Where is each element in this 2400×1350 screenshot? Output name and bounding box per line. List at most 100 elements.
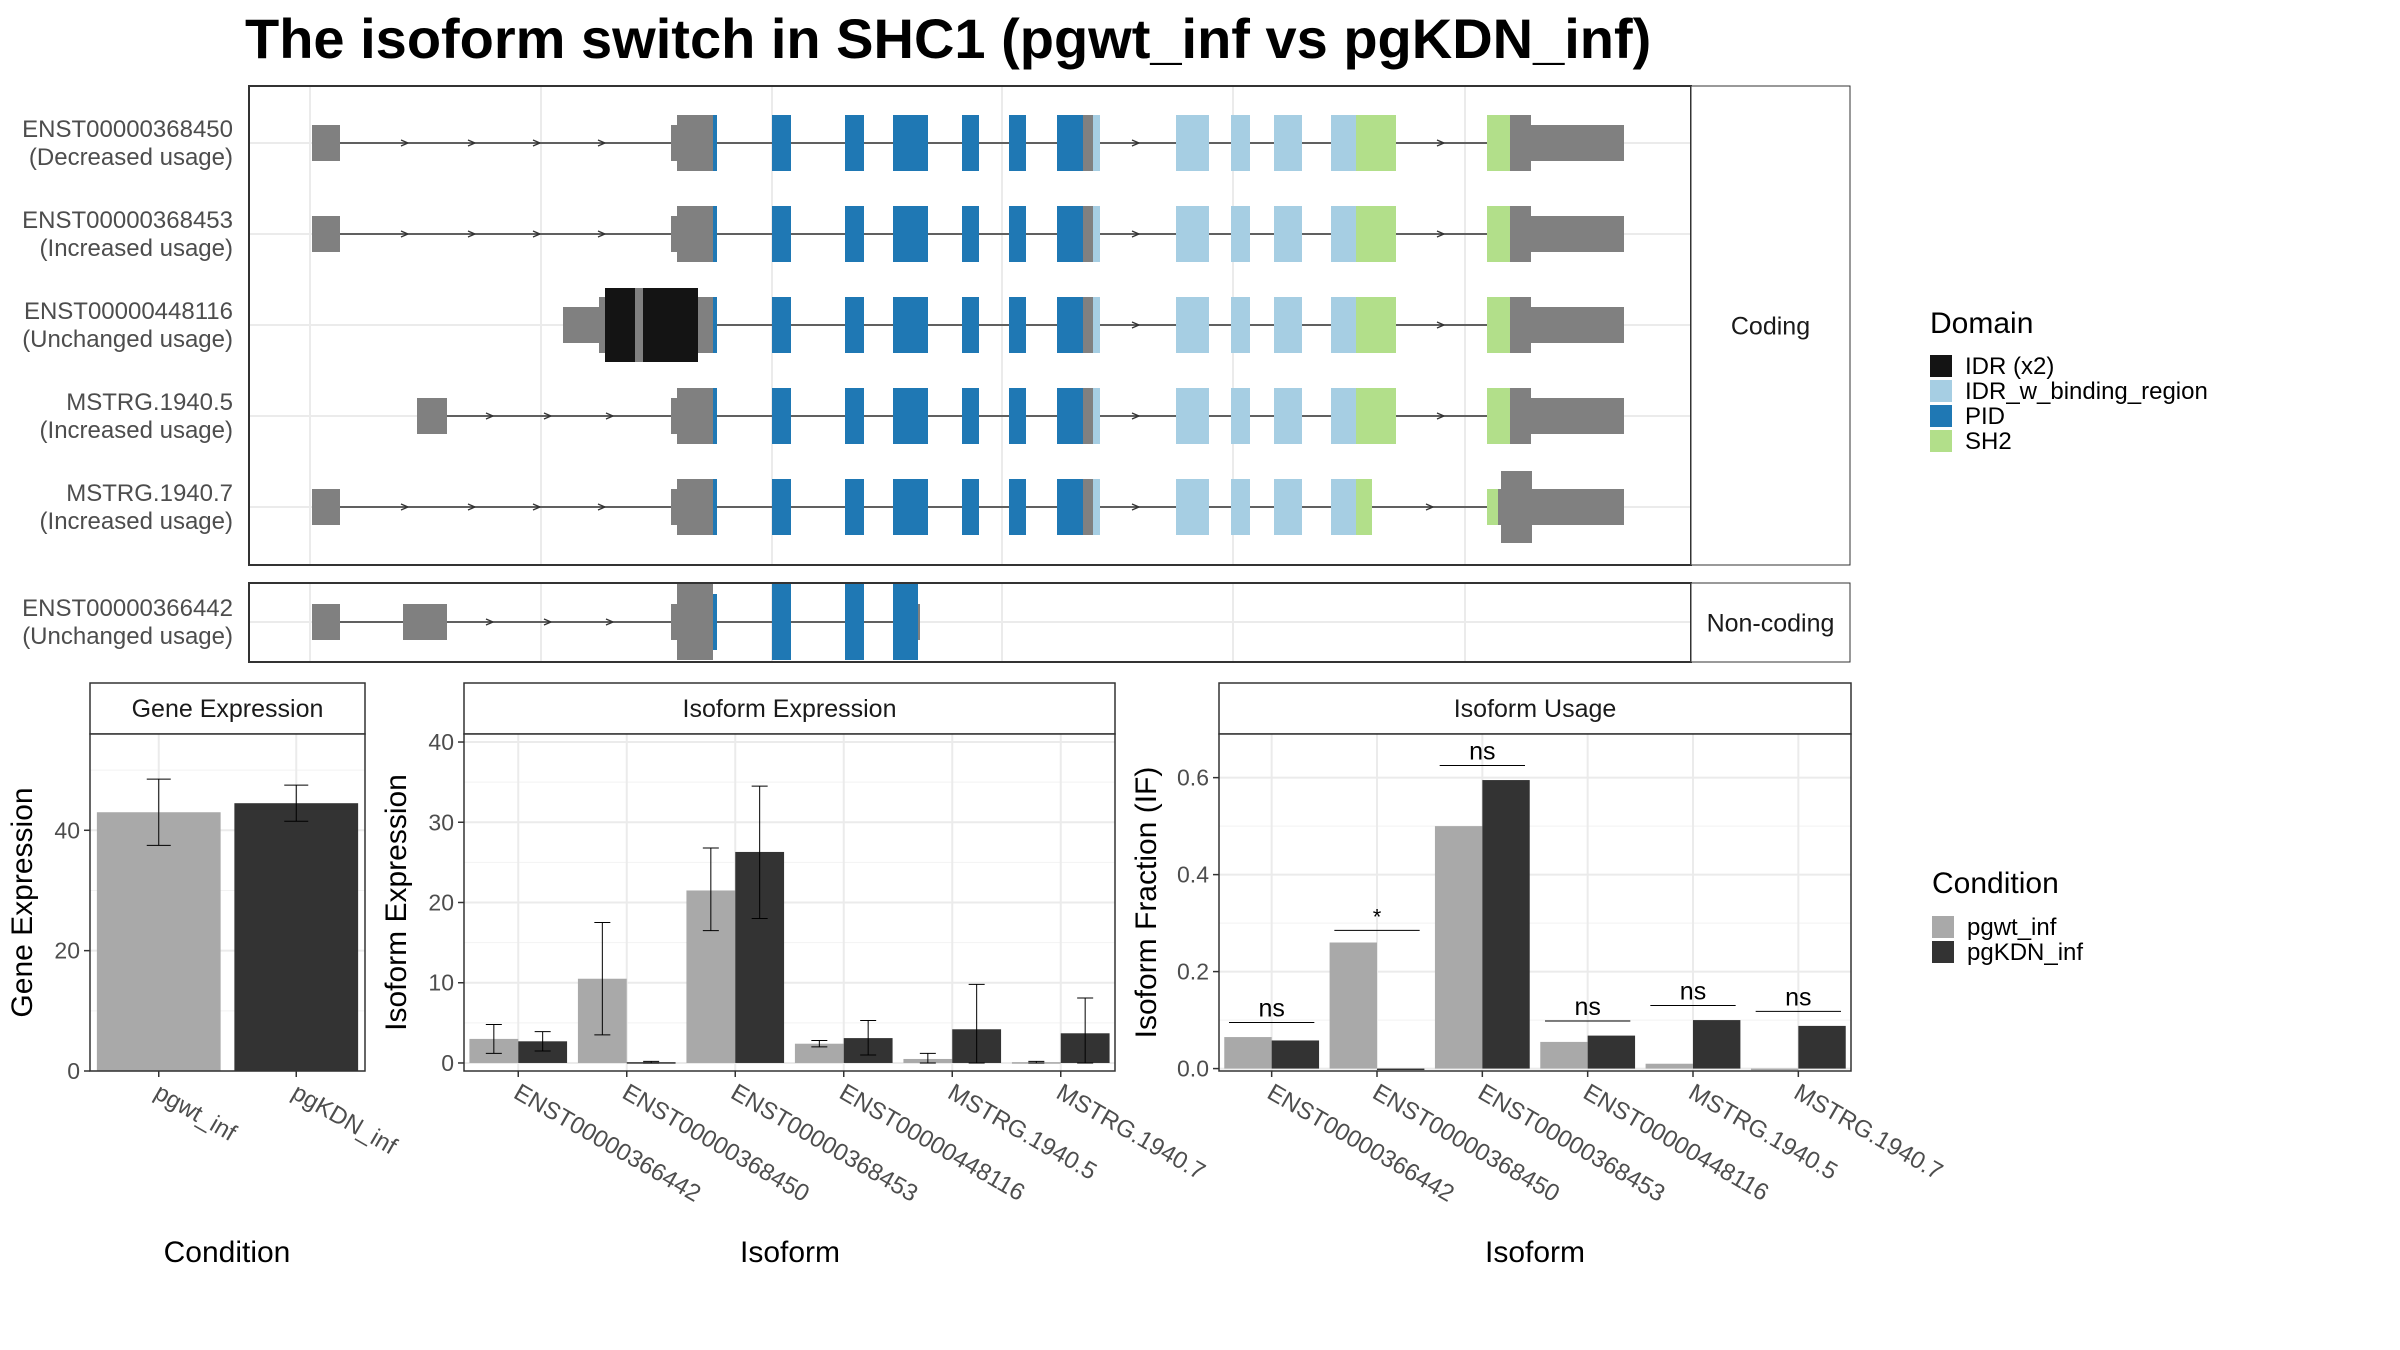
plot-border xyxy=(89,733,366,1072)
y-tick-label: 0.6 xyxy=(1177,765,1209,791)
facet-strip-coding xyxy=(1690,85,1851,566)
transcript-id-label: ENST00000368453 xyxy=(22,207,233,234)
domain-sh2 xyxy=(1356,388,1396,444)
exon-block xyxy=(1510,297,1531,353)
bar-pgwt_inf xyxy=(1434,826,1483,1069)
domain-idr xyxy=(643,288,698,362)
x-tick-label: ENST00000368450 xyxy=(618,1079,814,1208)
domain-legend-swatch xyxy=(1930,355,1952,377)
domain-pid xyxy=(893,479,928,535)
transcript-usage-label: (Increased usage) xyxy=(40,508,233,535)
domain-pid xyxy=(713,115,717,171)
domain-idr-binding xyxy=(1176,115,1209,171)
transcript-id-label: MSTRG.1940.7 xyxy=(66,480,233,507)
domain-idr-binding xyxy=(1231,115,1250,171)
transcript-usage-label: (Increased usage) xyxy=(40,235,233,262)
strand-arrow xyxy=(532,503,542,511)
exon-block xyxy=(677,584,713,660)
domain-legend-swatch xyxy=(1930,430,1952,452)
y-tick-label: 40 xyxy=(428,729,454,755)
condition-legend-label: pgKDN_inf xyxy=(1967,939,2083,966)
exon-block xyxy=(1083,297,1093,353)
domain-pid xyxy=(962,115,979,171)
domain-pid xyxy=(893,388,928,444)
bar-pgKDN_inf xyxy=(518,1041,568,1063)
domain-sh2 xyxy=(1487,115,1510,171)
x-tick-label: ENST00000368453 xyxy=(726,1079,922,1208)
exon-block xyxy=(918,604,920,640)
transcript-id-label: ENST00000366442 xyxy=(22,595,233,622)
utr-block xyxy=(312,125,340,161)
domain-pid xyxy=(893,115,928,171)
utr-block xyxy=(312,489,340,525)
transcript-id-label: ENST00000368450 xyxy=(22,116,233,143)
domain-idr-binding xyxy=(1093,479,1100,535)
exon-block xyxy=(677,206,713,262)
exon-block xyxy=(1510,388,1531,444)
domain-pid xyxy=(772,388,791,444)
strand-arrow xyxy=(1436,321,1446,329)
strand-arrow xyxy=(400,139,410,147)
bar-chart-panels: Gene Expression 0 20 40 pgwt_inf pgKDN_inf Con… xyxy=(6,682,1947,1269)
utr-block xyxy=(563,307,599,343)
domain-sh2 xyxy=(1487,206,1510,262)
bar-pgKDN_inf xyxy=(1798,1025,1846,1069)
domain-pid xyxy=(1009,206,1026,262)
transcript-usage-label: (Unchanged usage) xyxy=(22,623,233,650)
transcript-id-label: MSTRG.1940.5 xyxy=(66,389,233,416)
domain-idr-binding xyxy=(1093,388,1100,444)
domain-sh2 xyxy=(1356,115,1396,171)
domain-idr-binding xyxy=(1176,479,1209,535)
utr-block xyxy=(671,604,677,640)
y-tick-label: 10 xyxy=(428,970,454,996)
exon-block xyxy=(677,388,713,444)
domain-sh2 xyxy=(1487,297,1510,353)
significance-label: ns xyxy=(1680,978,1706,1006)
x-axis-title: Isoform xyxy=(740,1236,840,1269)
domain-idr xyxy=(605,288,635,362)
bar-pgwt_inf xyxy=(1750,1068,1799,1071)
domain-idr-binding xyxy=(1093,206,1100,262)
domain-idr-binding xyxy=(1274,479,1302,535)
domain-pid xyxy=(1009,297,1026,353)
domain-pid xyxy=(845,388,864,444)
x-axis-title: Condition xyxy=(164,1236,291,1269)
exon-block xyxy=(1510,115,1531,171)
domain-idr-binding xyxy=(1231,388,1250,444)
utr-block xyxy=(1531,398,1624,434)
utr-block xyxy=(1531,307,1624,343)
domain-pid xyxy=(845,297,864,353)
exon-block xyxy=(1083,206,1093,262)
facet-strip-coding-label: Coding xyxy=(1731,313,1810,341)
y-tick-label: 20 xyxy=(54,938,80,964)
strand-arrow xyxy=(467,503,477,511)
x-tick-label: ENST00000366442 xyxy=(1263,1079,1459,1208)
x-tick-label: ENST00000366442 xyxy=(509,1079,705,1208)
exon-block xyxy=(599,297,605,353)
domain-sh2 xyxy=(1487,388,1510,444)
domain-pid xyxy=(772,297,791,353)
y-axis-title: Isoform Expression xyxy=(380,774,413,1031)
strand-arrow xyxy=(1436,230,1446,238)
significance-label: ns xyxy=(1258,995,1284,1023)
bar-pgwt_inf xyxy=(1540,1041,1588,1069)
panel-strip xyxy=(1218,682,1852,735)
utr-block xyxy=(1531,125,1624,161)
y-tick-label: 20 xyxy=(428,890,454,916)
domain-pid xyxy=(962,297,979,353)
domain-pid xyxy=(772,479,791,535)
domain-idr-binding xyxy=(1231,206,1250,262)
bar-pgKDN_inf xyxy=(1271,1040,1320,1069)
strand-arrow xyxy=(1131,412,1141,420)
strand-arrow xyxy=(605,412,615,420)
y-tick-label: 0.4 xyxy=(1177,862,1209,888)
strand-arrow xyxy=(485,412,495,420)
domain-legend-label: IDR (x2) xyxy=(1965,353,2054,380)
panel-strip-title: Isoform Expression xyxy=(683,695,897,723)
transcript-id-label: ENST00000448116 xyxy=(24,298,233,325)
domain-legend-swatch xyxy=(1930,405,1952,427)
transcript-usage-label: (Decreased usage) xyxy=(29,144,233,171)
strand-arrow xyxy=(1436,412,1446,420)
x-tick-label: ENST00000368453 xyxy=(1473,1079,1669,1208)
domain-idr-binding xyxy=(1093,297,1100,353)
